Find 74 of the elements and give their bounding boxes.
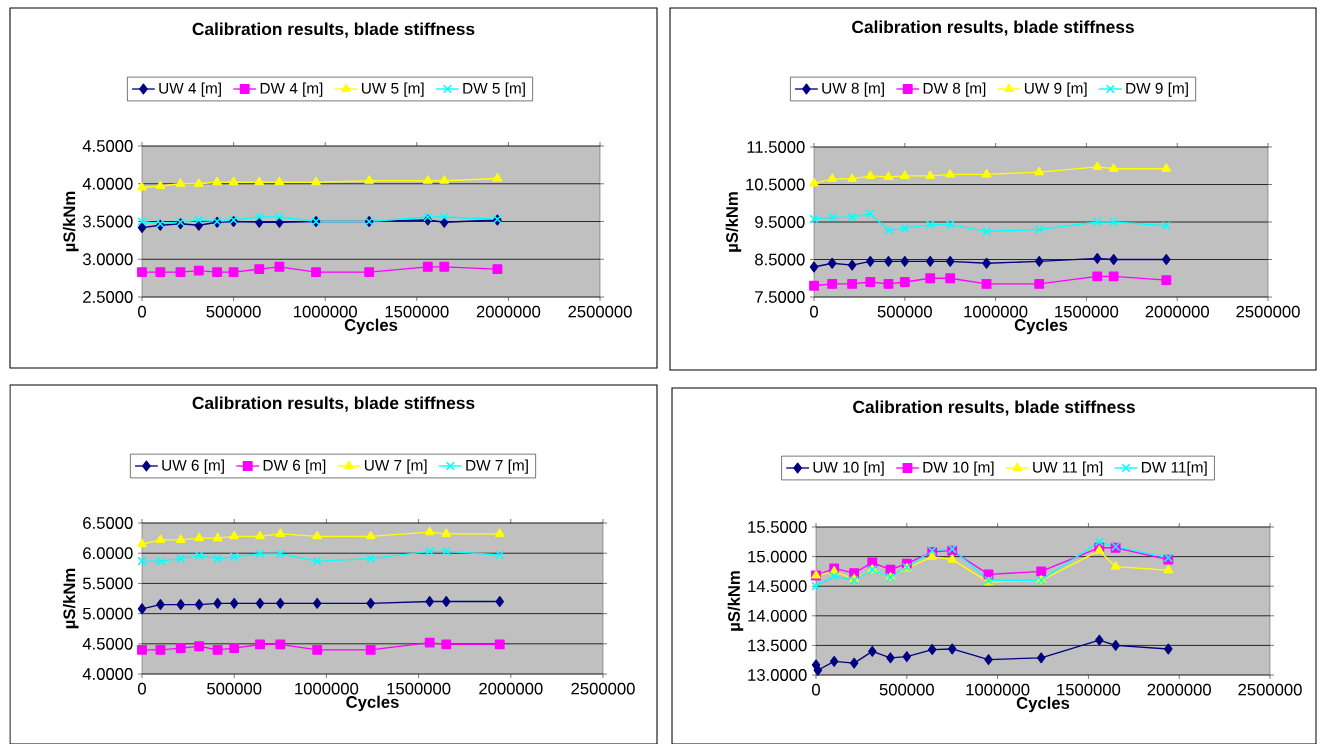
x-axis-title: Cycles xyxy=(344,318,398,335)
y-tick-label: 5.5000 xyxy=(82,577,133,590)
x-tick-label: 2000000 xyxy=(1147,683,1211,696)
x-tick-label: 2000000 xyxy=(479,682,543,695)
y-tick-label: 4.5000 xyxy=(82,140,133,152)
x-tick-label: 0 xyxy=(812,683,820,696)
x-tick-label: 500000 xyxy=(207,682,262,695)
x-axis-title: Cycles xyxy=(1014,318,1068,335)
x-tick-label: 2500000 xyxy=(568,305,632,318)
y-tick-label: 3.0000 xyxy=(82,253,133,266)
x-tick-label: 0 xyxy=(138,305,146,318)
y-tick-label: 2.5000 xyxy=(83,291,133,303)
y-tick-label: 14.0000 xyxy=(748,609,807,622)
y-tick-label: 9.5000 xyxy=(755,216,805,228)
x-tick-label: 2000000 xyxy=(1145,305,1209,318)
y-tick-label: 6.0000 xyxy=(83,547,133,560)
legend-label: DW 10 [m] xyxy=(923,461,994,476)
y-tick-label: 15.0000 xyxy=(748,550,807,563)
legend-label: UW 5 [m] xyxy=(361,82,424,97)
legend-label: UW 8 [m] xyxy=(822,82,884,97)
y-axis-title: µS/kNm xyxy=(62,568,79,629)
x-tick-label: 2500000 xyxy=(1238,683,1302,696)
y-tick-label: 13.5000 xyxy=(748,639,807,652)
legend-label: DW 9 [m] xyxy=(1126,82,1188,97)
y-axis-title: µS/kNm xyxy=(725,192,742,252)
y-tick-label: 8.5000 xyxy=(755,253,805,266)
y-tick-label: 4.0000 xyxy=(82,668,133,680)
x-tick-label: 2500000 xyxy=(1236,305,1300,318)
y-tick-label: 4.0000 xyxy=(82,177,133,190)
x-tick-label: 1500000 xyxy=(1055,305,1119,318)
x-tick-label: 500000 xyxy=(206,305,261,318)
y-tick-label: 10.5000 xyxy=(746,178,805,191)
x-tick-label: 2000000 xyxy=(476,305,541,318)
x-axis-title: Cycles xyxy=(346,695,399,712)
x-tick-label: 2500000 xyxy=(571,682,635,695)
x-tick-label: 1500000 xyxy=(387,682,451,695)
y-tick-label: 7.5000 xyxy=(755,291,805,303)
y-tick-label: 3.5000 xyxy=(82,215,133,228)
legend-label: DW 7 [m] xyxy=(466,459,528,474)
legend-label: DW 4 [m] xyxy=(260,82,323,97)
chart-title: Calibration results, blade stiffness xyxy=(192,22,475,38)
y-tick-label: 5.0000 xyxy=(82,607,133,620)
legend-label: DW 8 [m] xyxy=(923,82,986,97)
y-tick-label: 13.0000 xyxy=(748,669,807,681)
y-axis-title: µS/kNm xyxy=(62,191,79,252)
x-tick-label: 500000 xyxy=(879,683,934,696)
legend-label: UW 10 [m] xyxy=(813,461,884,476)
chart-title: Calibration results, blade stiffness xyxy=(192,396,475,412)
x-tick-label: 1000000 xyxy=(964,305,1028,318)
legend-label: UW 7 [m] xyxy=(364,459,427,474)
x-tick-label: 1000000 xyxy=(295,682,359,695)
x-tick-label: 1500000 xyxy=(1057,683,1121,696)
y-tick-label: 14.5000 xyxy=(748,580,807,593)
x-tick-label: 500000 xyxy=(877,305,932,318)
legend-label: UW 6 [m] xyxy=(162,459,224,474)
x-tick-label: 1000000 xyxy=(966,683,1030,696)
legend-label: DW 6 [m] xyxy=(263,459,326,474)
legend-label: DW 11[m] xyxy=(1142,461,1207,476)
y-axis-title: µS/kNm xyxy=(727,571,744,631)
x-tick-label: 1500000 xyxy=(385,305,449,318)
x-tick-label: 1000000 xyxy=(294,305,357,318)
chart-title: Calibration results, blade stiffness xyxy=(852,20,1134,36)
legend-label: DW 5 [m] xyxy=(463,82,525,97)
legend-label: UW 4 [m] xyxy=(159,82,221,97)
y-tick-label: 6.5000 xyxy=(83,517,133,529)
x-tick-label: 0 xyxy=(810,305,818,318)
legend-label: UW 9 [m] xyxy=(1024,82,1087,97)
chart-title: Calibration results, blade stiffness xyxy=(853,400,1135,416)
y-tick-label: 4.5000 xyxy=(82,637,133,650)
legend-label: UW 11 [m] xyxy=(1033,461,1103,476)
y-tick-label: 15.5000 xyxy=(748,521,807,533)
x-axis-title: Cycles xyxy=(1016,696,1070,713)
x-tick-label: 0 xyxy=(138,682,146,695)
y-tick-label: 11.5000 xyxy=(747,141,805,153)
